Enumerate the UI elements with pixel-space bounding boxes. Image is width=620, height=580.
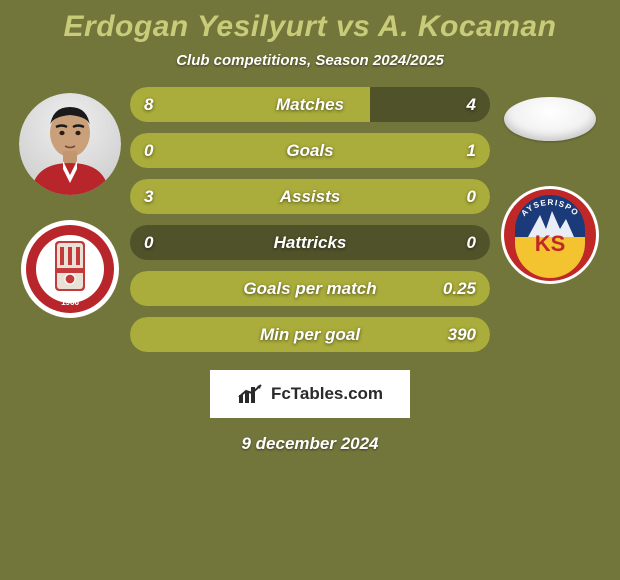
- stat-value-left: 0: [144, 233, 153, 253]
- stats-bars: Matches84Goals01Assists30Hattricks00Goal…: [130, 87, 490, 352]
- stat-label: Hattricks: [130, 233, 490, 253]
- right-player-column: KS AYSERISPO: [500, 87, 600, 285]
- stat-label: Matches: [130, 95, 490, 115]
- stat-value-right: 0.25: [443, 279, 476, 299]
- stat-value-left: 8: [144, 95, 153, 115]
- stat-value-right: 0: [467, 187, 476, 207]
- stat-row: Min per goal390: [130, 317, 490, 352]
- page-subtitle: Club competitions, Season 2024/2025: [0, 52, 620, 69]
- page-title: Erdogan Yesilyurt vs A. Kocaman: [0, 10, 620, 44]
- left-player-column: 1966: [20, 87, 120, 319]
- right-player-avatar: [504, 97, 596, 141]
- brand-box[interactable]: FcTables.com: [210, 370, 410, 418]
- stat-row: Hattricks0 0: [130, 225, 490, 260]
- stat-value-left: 0: [144, 141, 153, 161]
- brand-text: FcTables.com: [271, 384, 383, 404]
- kayserispor-badge-icon: KS AYSERISPO: [500, 185, 600, 285]
- stat-value-left: 3: [144, 187, 153, 207]
- main-row: 1966 Matches84Goals01Assists30Hattricks0…: [0, 87, 620, 352]
- stat-row: Goals per match0.25: [130, 271, 490, 306]
- stat-value-right: 0: [467, 233, 476, 253]
- svg-text:KS: KS: [535, 231, 566, 256]
- stat-row: Matches8 4: [130, 87, 490, 122]
- player-photo-icon: [19, 93, 121, 195]
- date-line: 9 december 2024: [0, 434, 620, 454]
- stat-label: Goals: [130, 141, 490, 161]
- chart-icon: [237, 383, 265, 405]
- left-player-avatar: [19, 93, 121, 195]
- antalyaspor-badge-icon: 1966: [20, 219, 120, 319]
- stat-label: Assists: [130, 187, 490, 207]
- left-club-logo: 1966: [20, 219, 120, 319]
- stat-label: Min per goal: [130, 325, 490, 345]
- stat-value-right: 390: [448, 325, 476, 345]
- svg-text:1966: 1966: [61, 298, 79, 307]
- stat-row: Goals0 1: [130, 133, 490, 168]
- stat-row: Assists3 0: [130, 179, 490, 214]
- stat-label: Goals per match: [130, 279, 490, 299]
- stat-value-right: 4: [467, 95, 476, 115]
- right-club-logo: KS AYSERISPO: [500, 185, 600, 285]
- comparison-widget: Erdogan Yesilyurt vs A. Kocaman Club com…: [0, 0, 620, 580]
- stat-value-right: 1: [467, 141, 476, 161]
